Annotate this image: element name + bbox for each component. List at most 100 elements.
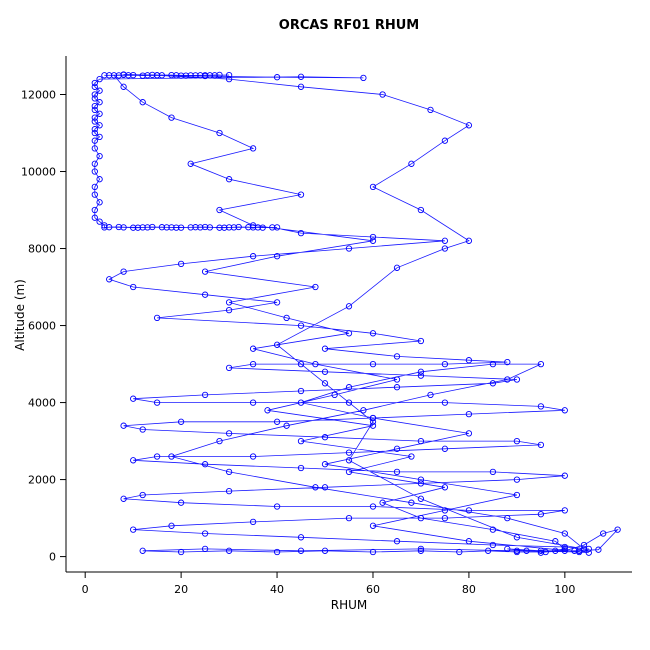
data-point (561, 472, 568, 479)
data-point (273, 548, 281, 556)
data-point (249, 453, 257, 460)
data-point (331, 391, 338, 399)
data-point (144, 72, 151, 79)
data-point (120, 224, 127, 231)
data-point (345, 303, 353, 310)
data-point (106, 72, 113, 79)
data-point (101, 72, 108, 79)
data-point (441, 484, 449, 491)
data-point (537, 441, 545, 449)
data-point (91, 126, 98, 133)
data-point (139, 224, 146, 231)
data-point (417, 480, 425, 487)
data-point (130, 526, 137, 533)
data-point (96, 176, 103, 183)
data-point (345, 399, 353, 406)
data-point (441, 237, 449, 244)
data-point (360, 74, 367, 82)
data-point (465, 357, 473, 364)
data-point (120, 495, 127, 502)
data-point (312, 484, 319, 491)
data-point (273, 299, 281, 306)
data-point (441, 445, 449, 452)
data-point (91, 160, 98, 167)
data-point (297, 387, 305, 395)
data-point (249, 345, 257, 352)
data-point (264, 407, 271, 414)
data-point (225, 176, 233, 183)
data-point (201, 223, 209, 231)
data-point (369, 360, 377, 368)
data-point (504, 376, 511, 383)
data-point (441, 399, 449, 406)
data-point (91, 106, 98, 114)
data-point (173, 72, 180, 79)
y-tick-label: 4000 (28, 397, 56, 410)
data-point (393, 384, 401, 391)
data-point (216, 71, 223, 79)
data-point (273, 341, 281, 348)
data-point (187, 224, 194, 231)
data-point (230, 224, 238, 231)
data-point (369, 522, 377, 529)
data-point (393, 376, 401, 383)
data-point (465, 410, 473, 418)
data-point (273, 253, 281, 260)
data-point (456, 548, 463, 556)
data-point (561, 545, 568, 553)
data-point (96, 99, 103, 106)
data-point (91, 145, 98, 152)
x-tick-label: 0 (82, 583, 89, 596)
data-point (168, 114, 175, 121)
data-point (465, 122, 473, 129)
data-point (168, 224, 175, 231)
data-point (177, 418, 185, 425)
data-point (187, 72, 194, 79)
data-point (249, 253, 257, 260)
data-point (201, 72, 209, 80)
data-point (91, 114, 98, 121)
data-point (177, 499, 185, 506)
data-point (110, 72, 118, 79)
data-point (283, 314, 290, 322)
data-point (297, 437, 305, 445)
data-point (297, 229, 305, 237)
data-point (297, 191, 305, 198)
data-point (369, 422, 377, 429)
data-point (163, 224, 170, 231)
data-point (441, 514, 449, 522)
data-point (297, 83, 305, 90)
data-point (513, 534, 521, 541)
data-point (542, 548, 549, 556)
data-point (115, 72, 122, 79)
data-point (225, 468, 233, 476)
data-point (225, 306, 233, 314)
data-point (321, 484, 329, 491)
data-point (345, 457, 353, 464)
data-point (192, 72, 199, 79)
data-point (537, 511, 545, 518)
data-point (245, 224, 252, 231)
data-point (96, 152, 103, 160)
data-point (576, 548, 583, 556)
data-point (201, 461, 209, 468)
data-point (91, 129, 98, 137)
data-point (106, 224, 113, 231)
x-tick-label: 40 (270, 583, 284, 596)
data-point (206, 72, 214, 79)
data-point (345, 514, 353, 522)
data-point (139, 99, 146, 106)
data-point (269, 224, 276, 231)
data-point (139, 72, 146, 79)
data-point (393, 445, 401, 452)
data-point (345, 468, 353, 476)
y-tick-label: 2000 (28, 474, 56, 487)
x-axis-label: RHUM (330, 598, 368, 612)
data-point (321, 461, 329, 468)
data-point (369, 503, 377, 510)
data-point (139, 547, 146, 554)
data-point (235, 223, 242, 231)
data-point (393, 264, 401, 271)
data-point (393, 353, 401, 360)
